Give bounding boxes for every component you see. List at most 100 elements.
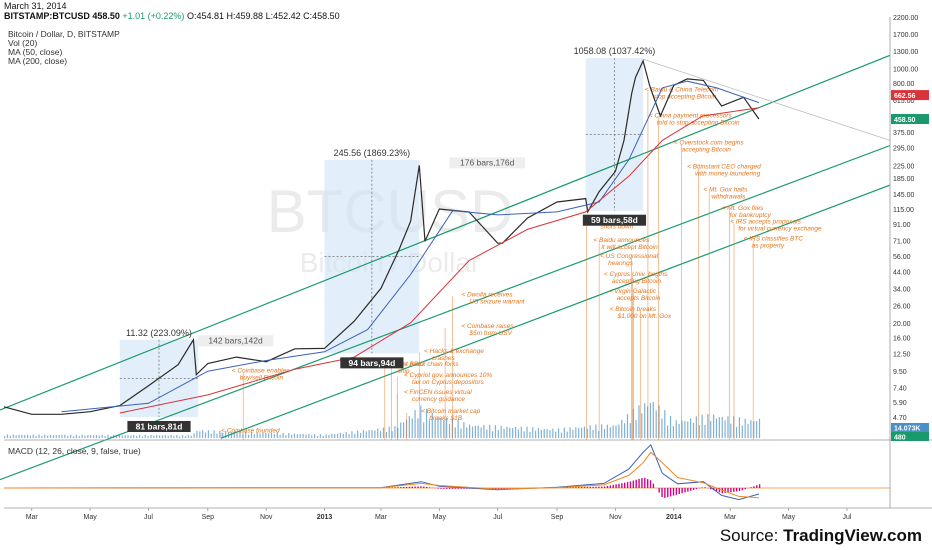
macd-histogram-bar — [425, 486, 428, 488]
event-label: < FinCEN issues virtual — [404, 389, 472, 396]
volume-bar — [78, 435, 80, 438]
volume-bar — [225, 431, 227, 438]
x-tick-label: Nov — [260, 514, 273, 521]
volume-bar — [161, 435, 164, 438]
volume-bar — [624, 423, 626, 438]
volume-bar — [170, 435, 172, 438]
event-label: < Hacks & exchange — [424, 348, 484, 355]
ma200-indicator[interactable]: MA (200, close) — [8, 56, 68, 66]
volume-bar — [649, 402, 652, 438]
macd-panel: 200.0000100.00000.0000-28.7436-46.3436 — [3, 444, 929, 509]
volume-bar — [362, 430, 365, 438]
macd-histogram-bar — [580, 487, 583, 488]
volume-bar — [420, 405, 422, 438]
volume-bar — [402, 422, 405, 438]
macd-histogram-bar — [756, 485, 758, 488]
event-label: < IRS classifies BTC — [744, 235, 804, 242]
event-label: < Mt. Gox files — [722, 205, 764, 212]
x-tick-label: Nov — [609, 514, 622, 521]
macd-histogram-bar — [457, 488, 459, 489]
price-series — [3, 59, 760, 415]
volume-bar — [179, 436, 181, 438]
macd-histogram-bar — [758, 484, 761, 488]
event-label: < US Congressional — [600, 253, 659, 260]
volume-bar — [595, 424, 597, 438]
volume-bar — [334, 434, 336, 438]
volume-bar — [159, 435, 161, 438]
volume-bar — [247, 434, 250, 438]
volume-bar — [712, 414, 715, 438]
macd-histogram-bar — [494, 488, 497, 489]
volume-bar — [724, 420, 726, 438]
ma50-indicator[interactable]: MA (50, close) — [8, 47, 63, 57]
macd-histogram-bar — [400, 487, 402, 488]
macd-histogram-bar — [566, 487, 569, 488]
macd-histogram-bar — [606, 485, 609, 488]
volume-bar — [299, 434, 301, 438]
volume-bar — [196, 430, 198, 438]
event-label: crashes — [432, 355, 456, 362]
y-tick-label: 1700.00 — [893, 32, 918, 39]
macd-histogram-bar — [402, 486, 405, 488]
volume-bar — [84, 435, 86, 438]
macd-histogram-bar — [649, 480, 652, 488]
volume-bar — [537, 427, 540, 438]
volume-bar — [75, 434, 77, 438]
volume-bar — [213, 430, 215, 438]
volume-bar — [546, 429, 548, 438]
volume-bar — [626, 414, 629, 438]
volume-bar — [193, 433, 195, 438]
volume-bar — [164, 435, 166, 438]
macd-histogram-bar — [715, 488, 718, 492]
vol-indicator[interactable]: Vol (20) — [8, 38, 38, 48]
volume-bar — [405, 419, 408, 438]
volume-bar — [391, 431, 393, 438]
x-tick-label: Mar — [375, 514, 388, 521]
macd-histogram-bar — [753, 486, 755, 488]
volume-bar — [291, 434, 293, 438]
macd-histogram-bar — [391, 487, 393, 488]
volume-bar — [72, 436, 75, 438]
macd-histogram-bar — [641, 478, 643, 488]
volume-bar — [58, 434, 60, 438]
event-label: < First ASIC — [390, 361, 425, 368]
volume-bar — [618, 424, 620, 438]
y-tick-label: 375.00 — [893, 130, 915, 137]
macd-histogram-bar — [575, 487, 577, 488]
low-value: 452.42 — [273, 11, 301, 21]
macd-indicator[interactable]: MACD (12, 26, close, 9, false, true) — [8, 446, 141, 456]
ma200-line — [119, 107, 759, 414]
volume-bar — [55, 435, 57, 438]
volume-bar — [365, 431, 367, 438]
macd-histogram-bar — [687, 488, 689, 492]
volume-bar — [331, 433, 333, 438]
macd-histogram-bar — [632, 480, 635, 488]
resistance-line — [643, 58, 891, 141]
volume-bar — [4, 436, 6, 438]
macd-histogram-bar — [451, 488, 454, 489]
price-flag-label: 458.50 — [894, 117, 916, 124]
volume-bar — [747, 423, 749, 438]
y-tick-label: 615.00 — [893, 98, 915, 105]
event-label: accepting Bitcoin — [682, 146, 732, 153]
symbol-label[interactable]: BITSTAMP:BTCUSD — [4, 11, 90, 21]
y-tick-label: 44.00 — [893, 269, 911, 276]
macd-histogram-bar — [710, 488, 712, 490]
volume-bar — [325, 434, 327, 438]
macd-histogram-bar — [727, 488, 729, 493]
volume-bar — [423, 422, 425, 438]
event-label: hearings — [608, 260, 634, 267]
volume-bar — [61, 435, 63, 438]
event-label: for virtual currency exchange — [738, 226, 822, 233]
volume-bar — [509, 427, 511, 438]
volume-bar — [730, 423, 732, 438]
volume-bar — [658, 405, 660, 438]
volume-flag-label: 14.073K — [894, 426, 920, 433]
volume-bar — [181, 434, 184, 438]
volume-bar — [560, 432, 563, 438]
volume-bar — [434, 419, 436, 438]
volume-bar — [437, 416, 439, 438]
event-label: stop accepting Bitcoin — [653, 93, 717, 100]
macd-histogram-bar — [724, 488, 726, 493]
